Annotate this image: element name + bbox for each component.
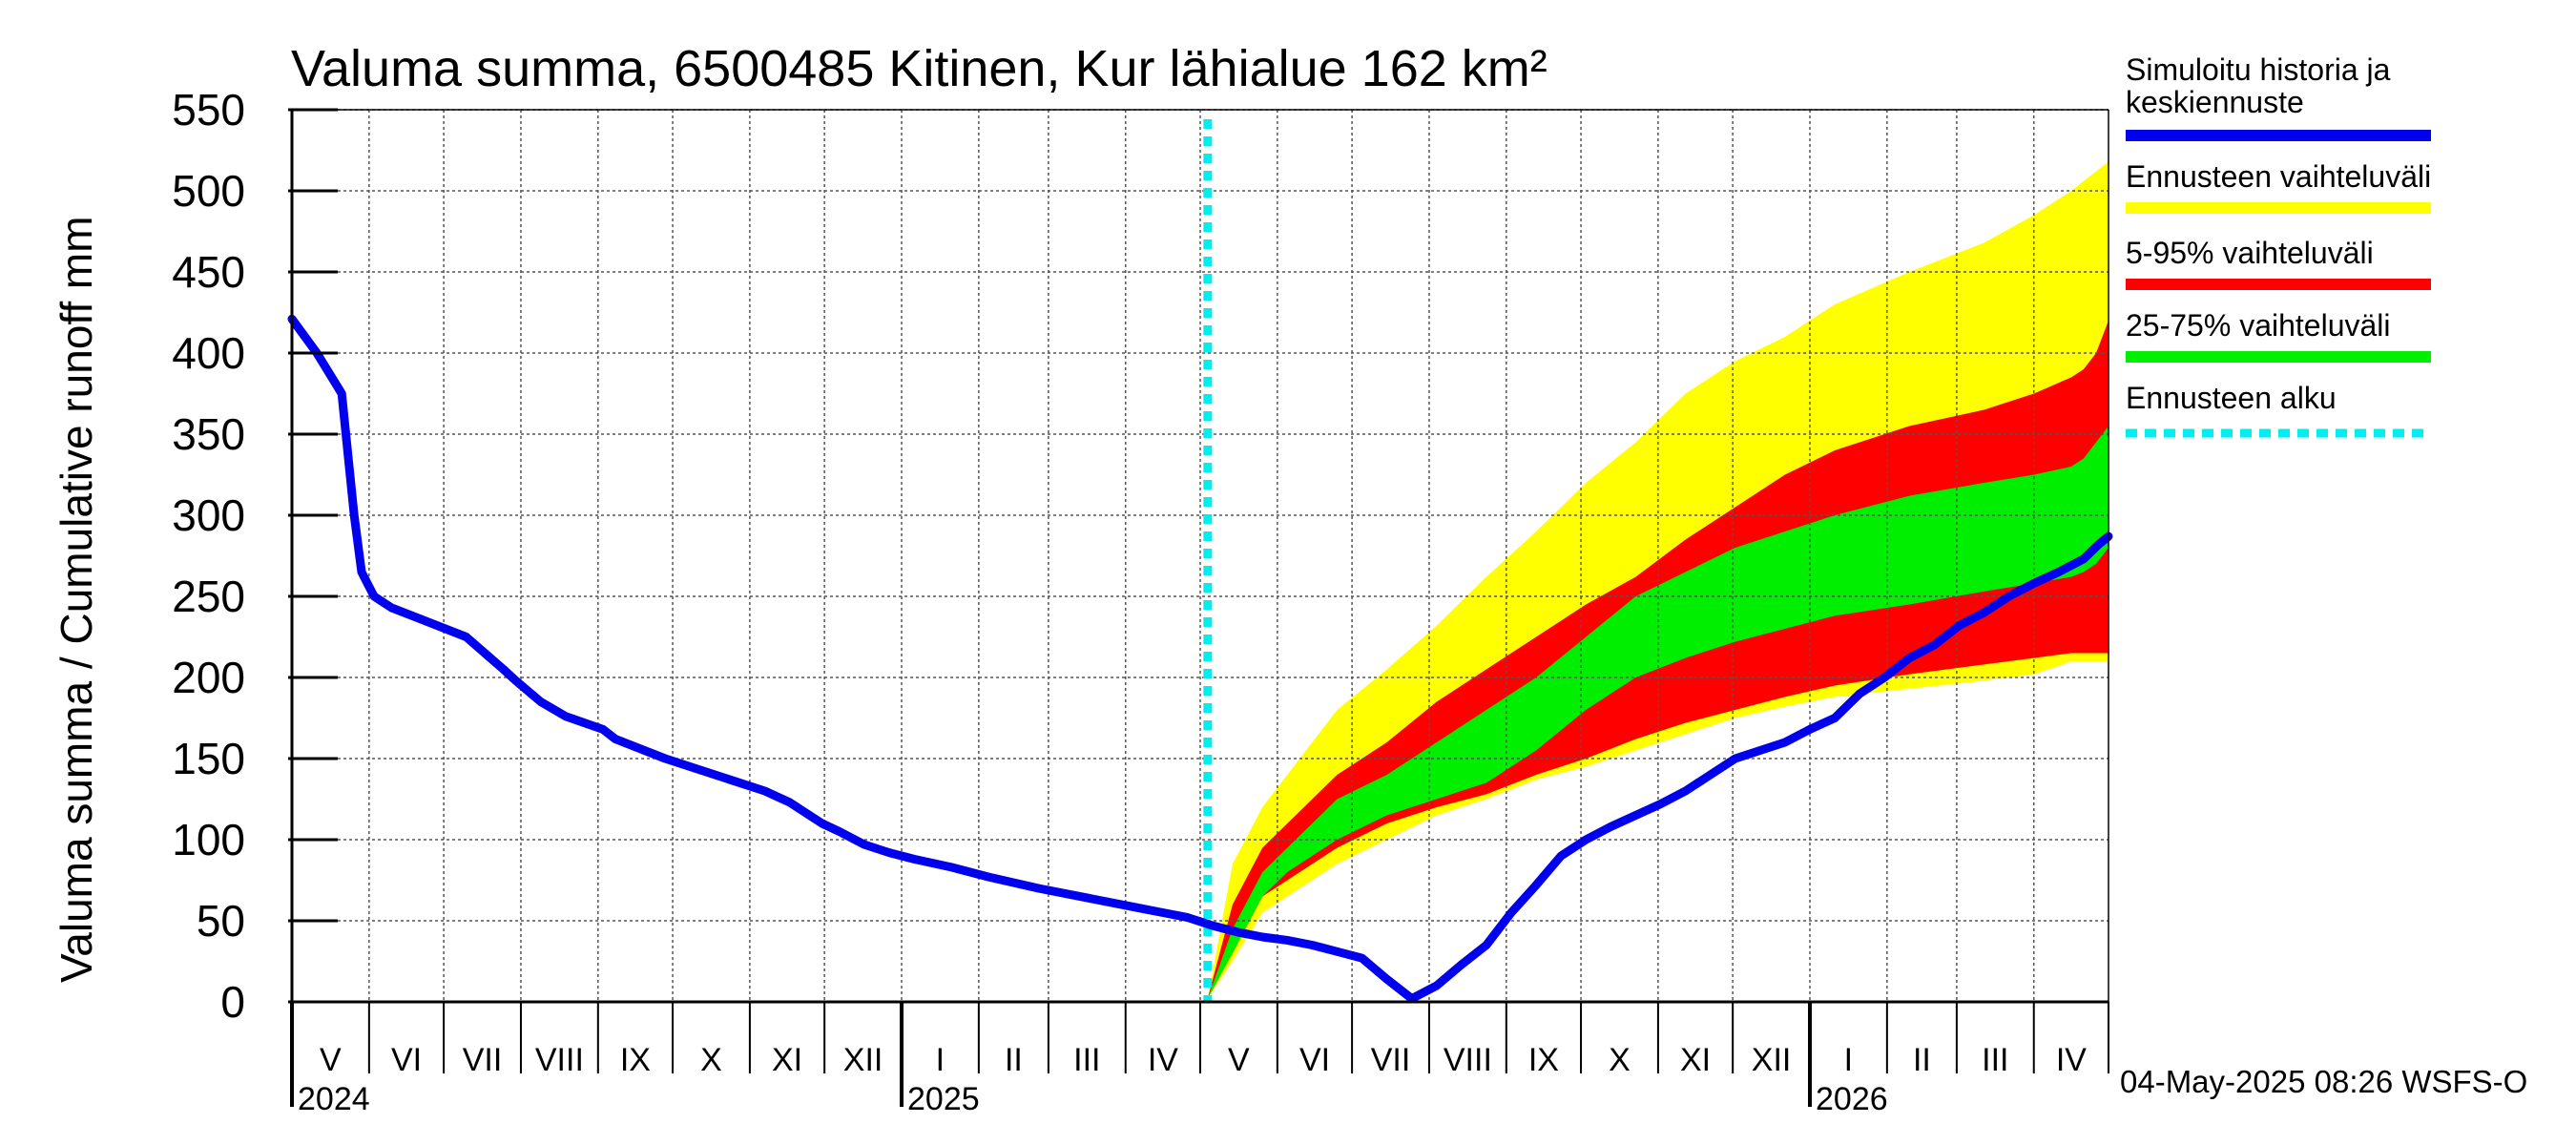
year-label: 2024 [298,1081,370,1117]
month-label: X [700,1042,722,1078]
legend-label: keskiennuste [2126,85,2304,119]
month-label: IX [620,1042,651,1078]
month-label: VI [391,1042,422,1078]
month-label: XI [772,1042,802,1078]
y-tick-label: 150 [172,734,245,783]
month-label: II [1005,1042,1023,1078]
y-tick-label: 500 [172,166,245,216]
month-label: IV [1148,1042,1178,1078]
month-label: VII [463,1042,503,1078]
series-lines [287,314,2113,1004]
month-label: VII [1371,1042,1411,1078]
y-tick-labels: 0 50 100 150 200 250 300 350 400 450 500 550 [172,85,338,1027]
month-label: VI [1299,1042,1330,1078]
y-tick-label: 550 [172,85,245,135]
month-label: I [1844,1042,1853,1078]
month-labels: V VI VII VIII IX X XI XII I II III IV V VI VII VIII IX X X… [290,1002,2109,1107]
year-label: 2026 [1816,1081,1888,1117]
chart-title: Valuma summa, 6500485 Kitinen, Kur lähia… [291,40,1548,97]
y-tick-label: 400 [172,328,245,378]
legend-label: 5-95% vaihteluväli [2126,236,2374,270]
month-label: III [1073,1042,1100,1078]
legend-label: Simuloitu historia ja [2126,52,2391,87]
month-label: IX [1528,1042,1559,1078]
year-labels: 2024 2025 2026 [298,1081,1888,1117]
year-label: 2025 [907,1081,980,1117]
month-label: V [1228,1042,1250,1078]
month-label: XII [1752,1042,1792,1078]
band-25-75-vaihteluv-li [1207,426,2109,999]
footer-timestamp: 04-May-2025 08:26 WSFS-O [2120,1064,2527,1099]
month-label: VIII [1444,1042,1492,1078]
y-tick-label: 0 [220,977,245,1027]
month-label: III [1982,1042,2008,1078]
y-tick-label: 300 [172,490,245,540]
y-tick-label: 50 [197,896,245,946]
month-label: IV [2056,1042,2087,1078]
month-label: X [1609,1042,1631,1078]
y-tick-label: 450 [172,247,245,297]
month-label: VIII [535,1042,584,1078]
y-tick-label: 350 [172,409,245,459]
month-label: XI [1680,1042,1711,1078]
month-label: XII [843,1042,883,1078]
legend-label: Ennusteen vaihteluväli [2126,159,2431,194]
series-simulated-line [287,314,2113,1004]
legend-label: Ennusteen alku [2126,381,2337,415]
y-tick-label: 200 [172,653,245,702]
month-label: V [320,1042,342,1078]
y-tick-label: 100 [172,815,245,864]
legend-label: 25-75% vaihteluväli [2126,308,2391,343]
y-axis-label: Valuma summa / Cumulative runoff mm [52,216,101,983]
month-label: I [936,1042,945,1078]
month-label: II [1913,1042,1931,1078]
y-tick-label: 250 [172,572,245,621]
